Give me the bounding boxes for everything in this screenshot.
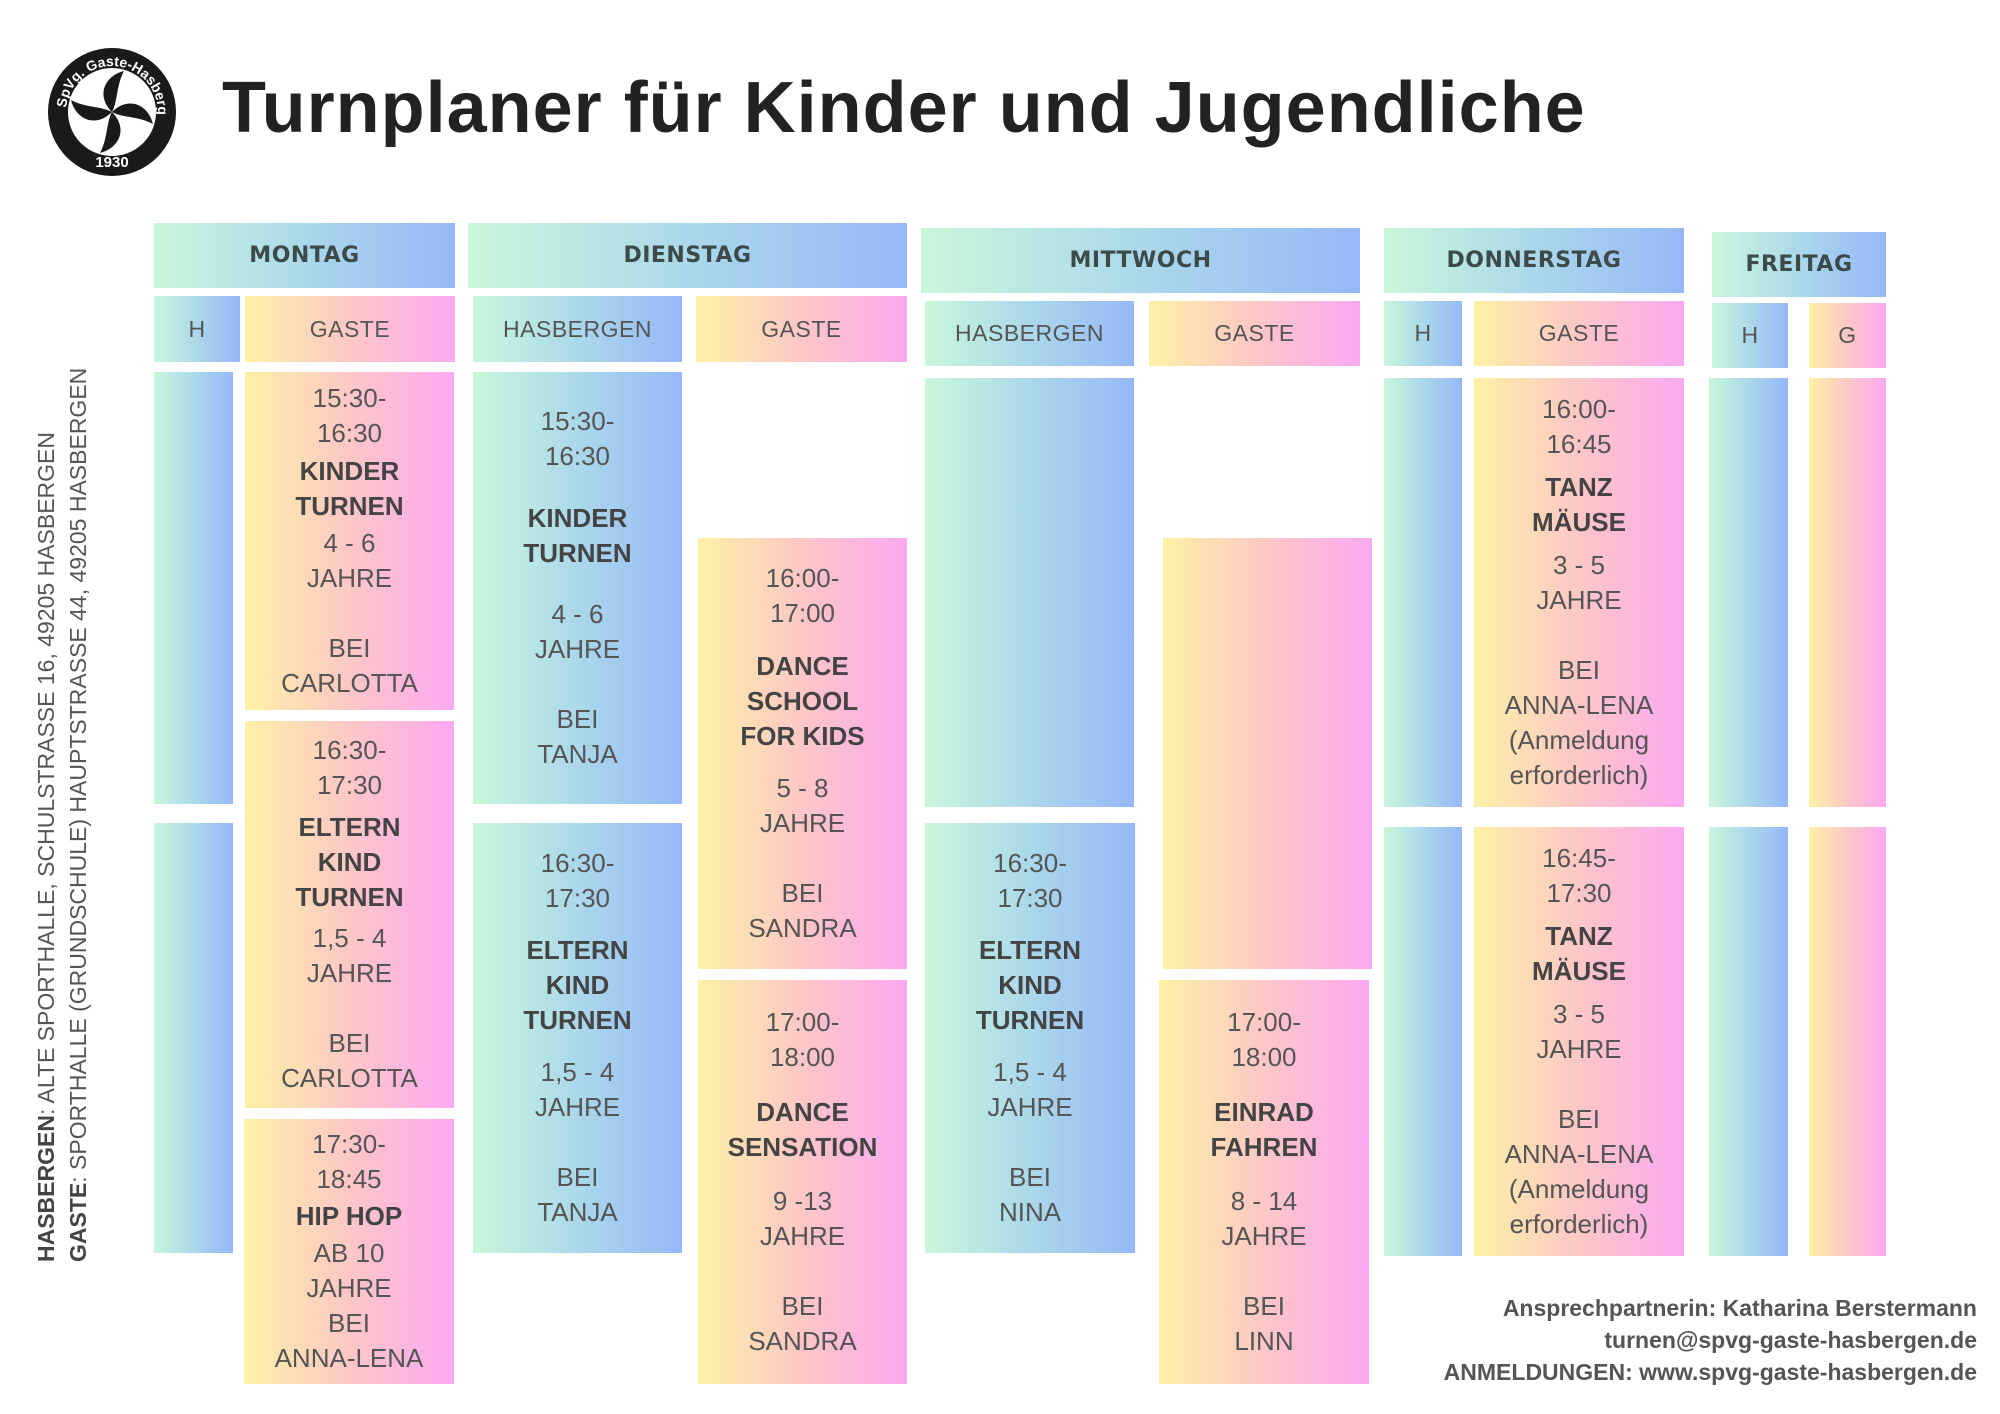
- location-header-gaste: GASTE: [1149, 301, 1360, 366]
- session-title: EINRAD FAHREN: [1210, 1096, 1318, 1162]
- session-title: ELTERN KIND TURNEN: [295, 811, 404, 912]
- session-time: 16:00- 16:45: [1542, 394, 1616, 459]
- empty-slot: [1163, 538, 1372, 969]
- location-header-hasbergen: H: [1712, 303, 1788, 368]
- session-details: 1,5 - 4 JAHRE BEI NINA: [987, 1057, 1073, 1227]
- session-details: 4 - 6 JAHRE BEI CARLOTTA: [281, 528, 418, 699]
- empty-slot: [1709, 827, 1788, 1256]
- location-header-gaste: G: [1809, 303, 1886, 368]
- session-title: TANZ MÄUSE: [1532, 472, 1626, 537]
- session-time: 16:30- 17:30: [312, 735, 387, 801]
- empty-slot: [1809, 827, 1886, 1256]
- session-block[interactable]: 17:00- 18:00 EINRAD FAHREN 8 - 14 JAHRE BE…: [1159, 980, 1369, 1384]
- session-details: 1,5 - 4 JAHRE BEI CARLOTTA: [281, 922, 418, 1093]
- session-details: 5 - 8 JAHRE BEI SANDRA: [748, 772, 857, 943]
- gaste-location: GASTE: SPORTHALLE (GRUNDSCHULE) HAUPTSTR…: [65, 367, 91, 1262]
- location-header-hasbergen: HASBERGEN: [925, 301, 1134, 366]
- location-header-hasbergen: H: [1384, 301, 1462, 366]
- session-details: 9 -13 JAHRE BEI SANDRA: [748, 1185, 857, 1356]
- location-header-hasbergen: H: [154, 296, 240, 362]
- club-logo: SpVg. Gaste-Hasbergen 1930: [42, 33, 178, 178]
- session-details: AB 10 JAHRE BEI ANNA-LENA: [274, 1238, 424, 1373]
- day-header-mittwoch: MITTWOCH: [921, 228, 1360, 293]
- session-title: TANZ MÄUSE: [1532, 921, 1626, 986]
- session-time: 16:00- 17:00: [765, 563, 840, 629]
- svg-text:1930: 1930: [95, 154, 128, 171]
- session-time: 16:45- 17:30: [1542, 843, 1616, 908]
- session-block[interactable]: 16:30- 17:30 ELTERN KIND TURNEN 1,5 - 4 JA…: [473, 823, 682, 1253]
- session-details: 1,5 - 4 JAHRE BEI TANJA: [534, 1057, 621, 1227]
- footer-contact: Ansprechpartnerin: Katharina Berstermann…: [1444, 1292, 1977, 1388]
- location-header-hasbergen: HASBERGEN: [473, 296, 682, 362]
- empty-slot: [1384, 378, 1462, 807]
- session-time: 15:30- 16:30: [540, 406, 615, 472]
- hasbergen-location: HASBERGEN: ALTE SPORTHALLE, SCHULSTRASSE…: [33, 431, 59, 1262]
- session-details: 8 - 14 JAHRE BEI LINN: [1221, 1185, 1307, 1356]
- session-block[interactable]: 16:45- 17:30 TANZ MÄUSE 3 - 5 JAHRE BEI AN…: [1474, 827, 1684, 1256]
- session-details: 4 - 6 JAHRE BEI TANJA: [534, 598, 621, 769]
- contact-email[interactable]: turnen@spvg-gaste-hasbergen.de: [1604, 1327, 1977, 1353]
- session-time: 16:30- 17:30: [993, 848, 1067, 913]
- location-header-gaste: GASTE: [696, 296, 907, 362]
- session-block[interactable]: 15:30- 16:30 KINDER TURNEN 4 - 6 JAHRE BEI…: [473, 372, 682, 804]
- session-title: DANCE SCHOOL FOR KIDS: [740, 650, 865, 751]
- day-header-dienstag: DIENSTAG: [468, 223, 907, 288]
- session-block[interactable]: 16:00- 16:45 TANZ MÄUSE 3 - 5 JAHRE BEI AN…: [1474, 378, 1684, 807]
- location-legend: HASBERGEN: ALTE SPORTHALLE, SCHULSTRASSE…: [30, 368, 94, 1262]
- session-time: 16:30- 17:30: [540, 848, 615, 913]
- session-time: 17:30- 18:45: [312, 1129, 386, 1194]
- empty-slot: [925, 378, 1134, 807]
- session-block[interactable]: 16:00- 17:00 DANCE SCHOOL FOR KIDS 5 - 8 J…: [698, 538, 907, 969]
- location-header-gaste: GASTE: [1474, 301, 1684, 366]
- session-block[interactable]: 15:30- 16:30 KINDER TURNEN 4 - 6 JAHRE BEI…: [245, 372, 454, 710]
- registration-link[interactable]: ANMELDUNGEN: www.spvg-gaste-hasbergen.de: [1443, 1359, 1977, 1385]
- session-details: 3 - 5 JAHRE BEI ANNA-LENA (Anmeldung erf…: [1504, 999, 1654, 1239]
- session-block[interactable]: 16:30- 17:30 ELTERN KIND TURNEN 1,5 - 4 JA…: [245, 721, 454, 1108]
- session-time: 17:00- 18:00: [765, 1007, 840, 1073]
- session-title: DANCE SENSATION: [727, 1096, 878, 1162]
- session-title: KINDER TURNEN: [523, 502, 632, 568]
- empty-slot: [154, 823, 233, 1253]
- session-title: ELTERN KIND TURNEN: [523, 935, 632, 1035]
- session-block[interactable]: 17:00- 18:00 DANCE SENSATION 9 -13 JAHRE B…: [698, 980, 907, 1384]
- page-title: Turnplaner für Kinder und Jugendliche: [222, 68, 1586, 148]
- session-title: HIP HOP: [295, 1201, 403, 1231]
- location-header-gaste: GASTE: [245, 296, 455, 362]
- session-block[interactable]: 16:30- 17:30 ELTERN KIND TURNEN 1,5 - 4 JA…: [925, 823, 1135, 1253]
- empty-slot: [1384, 827, 1462, 1256]
- day-header-freitag: FREITAG: [1712, 232, 1886, 297]
- day-header-montag: MONTAG: [154, 223, 455, 288]
- contact-person: Ansprechpartnerin: Katharina Berstermann: [1502, 1295, 1977, 1321]
- session-block[interactable]: 17:30- 18:45 HIP HOP AB 10 JAHRE BEI ANNA-…: [244, 1119, 454, 1384]
- session-title: KINDER TURNEN: [295, 455, 404, 521]
- day-header-donnerstag: DONNERSTAG: [1384, 228, 1684, 293]
- session-time: 17:00- 18:00: [1227, 1007, 1301, 1073]
- session-time: 15:30- 16:30: [312, 382, 387, 448]
- empty-slot: [154, 372, 233, 804]
- empty-slot: [1709, 378, 1788, 807]
- session-title: ELTERN KIND TURNEN: [975, 935, 1085, 1035]
- session-details: 3 - 5 JAHRE BEI ANNA-LENA (Anmeldung erf…: [1504, 550, 1654, 790]
- empty-slot: [1809, 378, 1886, 807]
